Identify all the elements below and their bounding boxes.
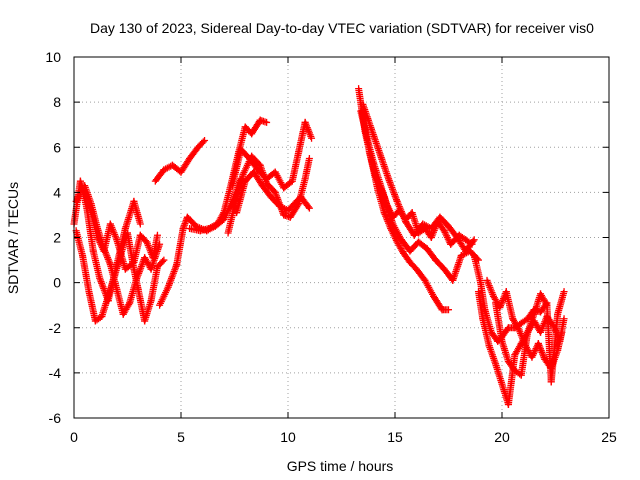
data-point — [470, 236, 478, 244]
data-point — [156, 240, 164, 248]
data-point — [514, 324, 522, 332]
y-tick-label: 6 — [53, 139, 61, 155]
data-point — [445, 306, 452, 314]
data-point — [160, 256, 168, 264]
data-point — [469, 237, 477, 245]
series-track-n — [359, 100, 478, 255]
data-point — [199, 138, 207, 146]
data-point — [560, 315, 568, 323]
data-point — [159, 257, 167, 265]
series-track-p — [474, 288, 568, 408]
series-track-m — [365, 148, 482, 284]
data-point — [304, 203, 312, 211]
x-tick-label: 5 — [177, 429, 185, 445]
y-tick-label: -6 — [49, 410, 62, 426]
x-tick-label: 25 — [601, 429, 617, 445]
y-tick-label: 10 — [45, 49, 61, 65]
data-point — [219, 210, 227, 218]
series-track-c — [72, 227, 168, 325]
series-track-e — [151, 136, 209, 185]
y-tick-label: -2 — [49, 320, 62, 336]
series-track-j — [233, 168, 313, 217]
x-tick-label: 20 — [494, 429, 510, 445]
data-point — [308, 134, 316, 142]
data-point — [305, 155, 313, 163]
data-point — [125, 301, 133, 309]
data-point — [136, 220, 144, 228]
data-point — [305, 204, 313, 212]
data-point — [201, 136, 209, 144]
data-point — [263, 118, 271, 126]
y-axis-label: SDTVAR / TECUs — [5, 182, 21, 294]
x-tick-label: 15 — [387, 429, 403, 445]
x-tick-label: 10 — [280, 429, 296, 445]
data-point — [558, 328, 566, 336]
data-point — [560, 288, 568, 296]
series-track-k — [355, 85, 452, 314]
y-tick-label: 8 — [53, 94, 61, 110]
data-point — [542, 300, 550, 308]
x-tick-label: 0 — [70, 429, 78, 445]
data-points — [70, 85, 568, 408]
y-tick-label: 0 — [53, 275, 61, 291]
chart-title: Day 130 of 2023, Sidereal Day-to-day VTE… — [90, 20, 594, 36]
y-tick-label: 2 — [53, 230, 61, 246]
y-tick-label: 4 — [53, 184, 61, 200]
data-point — [153, 231, 161, 239]
axis-ticks: 0 5 10 15 20 25 -6 -4 -2 0 2 4 6 8 10 — [45, 49, 617, 445]
series-track-r — [492, 288, 568, 386]
series-track-d — [81, 182, 164, 318]
series-track-i — [228, 118, 316, 192]
y-tick-label: -4 — [49, 365, 62, 381]
x-axis-label: GPS time / hours — [287, 458, 394, 474]
